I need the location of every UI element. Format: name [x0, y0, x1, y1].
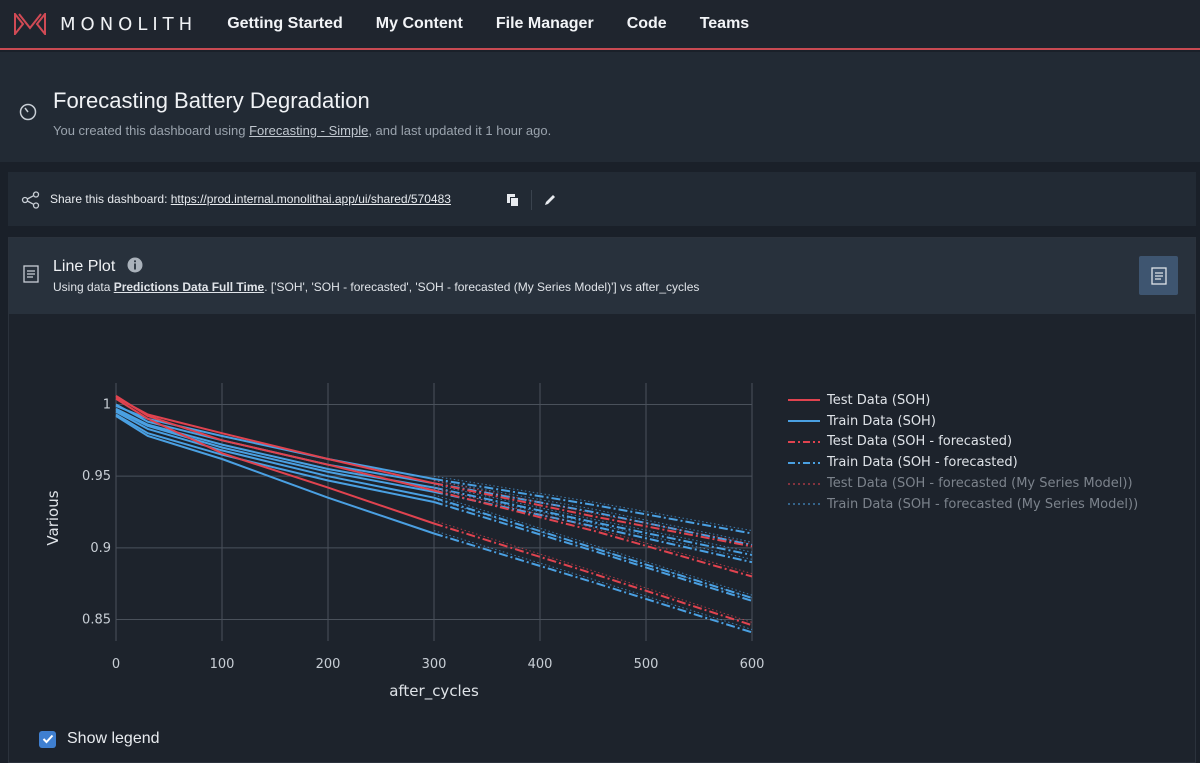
page-title: Forecasting Battery Degradation	[53, 88, 370, 113]
nav-code[interactable]: Code	[626, 15, 667, 32]
x-tick-label: 400	[528, 657, 553, 672]
series-line-test-forecast	[433, 489, 753, 578]
series-line-train-forecast	[433, 486, 753, 556]
chart-series	[115, 395, 753, 634]
series-line-train-model-forecast	[433, 475, 753, 532]
checkmark-icon	[42, 734, 53, 744]
legend-swatch-icon	[788, 399, 820, 402]
y-tick-label: 0.9	[90, 541, 111, 556]
series-line-train-soh	[115, 410, 435, 499]
legend-label: Test Data (SOH)	[827, 392, 931, 408]
legend-label: Train Data (SOH - forecasted (My Series …	[827, 496, 1139, 512]
logo[interactable]: MONOLITH	[14, 13, 197, 35]
share-label: Share this dashboard:	[50, 192, 171, 206]
legend-swatch-icon	[788, 461, 820, 464]
show-legend-toggle[interactable]: Show legend	[39, 730, 160, 748]
share-url-link[interactable]: https://prod.internal.monolithai.app/ui/…	[170, 192, 451, 206]
subtitle-text: You created this dashboard using	[53, 123, 250, 138]
logo-text: MONOLITH	[60, 13, 198, 35]
panel-desc-post: . ['SOH', 'SOH - forecasted', 'SOH - for…	[264, 280, 700, 294]
share-icon	[21, 191, 40, 209]
nav-getting-started[interactable]: Getting Started	[227, 15, 343, 32]
nav-teams[interactable]: Teams	[699, 15, 750, 32]
panel-title: Line Plot	[53, 258, 116, 275]
y-tick-label: 0.85	[82, 613, 111, 628]
legend-label: Test Data (SOH - forecasted (My Series M…	[827, 476, 1133, 492]
legend-item[interactable]: Test Data (SOH - forecasted)	[788, 432, 1138, 453]
monolith-logo-icon	[14, 13, 46, 35]
chart-ticks: 0 100 200 300 400 500 600 0.85 0.9 0.95 1	[82, 398, 764, 673]
panel-desc-pre: Using data	[53, 280, 114, 294]
y-axis-label: Various	[44, 490, 62, 545]
series-line-train-soh	[115, 415, 435, 535]
panel-notes-button[interactable]	[1139, 256, 1178, 295]
legend-item[interactable]: Test Data (SOH - forecasted (My Series M…	[788, 473, 1138, 494]
x-tick-label: 100	[210, 657, 235, 672]
notes-icon	[1150, 266, 1167, 285]
legend-swatch-icon	[788, 420, 820, 423]
share-divider	[531, 190, 532, 210]
legend-label: Train Data (SOH - forecasted)	[827, 455, 1018, 471]
y-tick-label: 1	[103, 398, 111, 413]
subtitle-text-end: , and last updated it 1 hour ago.	[368, 123, 552, 138]
edit-pencil-icon[interactable]	[543, 193, 557, 207]
series-line-test-soh	[115, 397, 435, 525]
x-tick-label: 600	[740, 657, 765, 672]
series-line-train-model-forecast	[433, 498, 753, 599]
x-tick-label: 200	[316, 657, 341, 672]
series-line-test-model-forecast	[433, 487, 753, 575]
x-tick-label: 0	[112, 657, 120, 672]
info-icon[interactable]	[127, 257, 143, 273]
chart-grid	[115, 383, 753, 641]
series-line-train-forecast	[433, 478, 753, 535]
legend-item[interactable]: Train Data (SOH)	[788, 411, 1138, 432]
legend-item[interactable]: Train Data (SOH - forecasted)	[788, 452, 1138, 473]
show-legend-checkbox[interactable]	[39, 730, 56, 748]
panel-header	[9, 238, 1195, 314]
series-line-train-forecast	[433, 532, 753, 634]
template-link[interactable]: Forecasting - Simple	[249, 123, 369, 138]
series-line-train-soh	[115, 404, 435, 480]
legend-swatch-icon	[788, 503, 820, 506]
chart-legend[interactable]: Test Data (SOH) Train Data (SOH) Test Data…	[788, 390, 1138, 515]
line-plot-panel	[8, 237, 1196, 763]
nav-file-manager[interactable]: File Manager	[495, 15, 594, 32]
y-tick-label: 0.95	[82, 469, 111, 484]
legend-swatch-icon	[788, 440, 820, 443]
dashboard-gauge-icon	[19, 103, 37, 121]
dashboard-header	[0, 52, 1200, 162]
series-line-train-soh	[115, 409, 435, 493]
copy-icon[interactable]	[506, 193, 520, 207]
series-line-test-soh	[115, 395, 435, 492]
legend-swatch-icon	[788, 482, 820, 485]
series-line-train-soh	[115, 413, 435, 503]
series-line-train-model-forecast	[433, 530, 753, 630]
legend-label: Test Data (SOH - forecasted)	[827, 434, 1013, 450]
x-tick-label: 300	[422, 657, 447, 672]
page-subtitle: You created this dashboard using Forecas…	[53, 123, 551, 138]
x-axis-label: after_cycles	[389, 682, 479, 701]
legend-label: Train Data (SOH)	[827, 413, 936, 429]
series-line-train-forecast	[433, 482, 753, 546]
nav-my-content[interactable]: My Content	[375, 15, 463, 32]
series-line-train-forecast	[433, 501, 753, 602]
dataset-link[interactable]: Predictions Data Full Time	[113, 280, 265, 294]
show-legend-label: Show legend	[67, 730, 160, 747]
top-navigation: MONOLITH Getting Started My Content File…	[0, 0, 1200, 50]
document-icon	[23, 265, 39, 283]
x-tick-label: 500	[634, 657, 659, 672]
share-bar	[8, 172, 1196, 226]
series-line-test-forecast	[433, 482, 753, 548]
panel-description: Using data Predictions Data Full Time. […	[53, 280, 699, 294]
legend-item[interactable]: Train Data (SOH - forecasted (My Series …	[788, 494, 1138, 515]
legend-item[interactable]: Test Data (SOH)	[788, 390, 1138, 411]
share-dashboard: Share this dashboard: https://prod.inter…	[50, 192, 451, 206]
series-line-train-soh	[115, 407, 435, 489]
series-line-test-forecast	[433, 522, 753, 627]
